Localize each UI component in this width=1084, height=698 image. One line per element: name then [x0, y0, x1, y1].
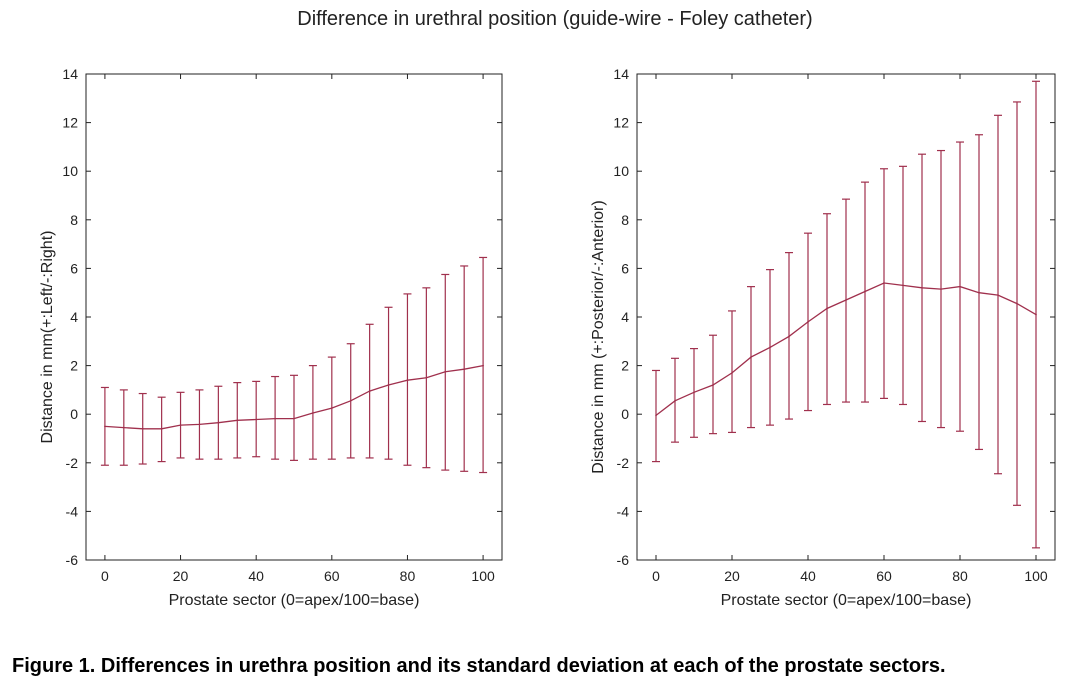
- data-point: [349, 400, 352, 402]
- data-point: [921, 287, 923, 289]
- data-point: [236, 419, 239, 422]
- data-point: [406, 379, 409, 381]
- data-point: [104, 425, 106, 428]
- x-tick-label: 60: [876, 568, 892, 584]
- y-tick-label: 6: [621, 260, 629, 276]
- x-tick-label: 80: [952, 568, 968, 584]
- data-point: [463, 368, 465, 371]
- data-point: [293, 417, 295, 420]
- data-point: [731, 372, 733, 374]
- data-point: [997, 294, 999, 296]
- y-tick-label: -6: [66, 552, 79, 568]
- data-point: [769, 346, 771, 349]
- y-tick-label: 8: [621, 212, 629, 228]
- y-tick-label: -4: [617, 503, 630, 519]
- data-point: [482, 364, 484, 367]
- data-point: [883, 282, 885, 284]
- y-tick-label: -2: [617, 455, 630, 471]
- y-tick-label: -4: [66, 503, 79, 519]
- x-tick-label: 100: [471, 568, 495, 584]
- data-point: [902, 284, 904, 287]
- data-point: [750, 356, 752, 358]
- y-tick-label: 12: [613, 115, 629, 131]
- chart-panel-2: 0 20 40 60 80 100 -6 -4 -2 0 2 4 6 8 10 12 14 Prostate se…: [590, 66, 1056, 609]
- data-point: [444, 370, 447, 373]
- data-point: [141, 427, 144, 430]
- figure-caption: Figure 1. Differences in urethra positio…: [12, 655, 946, 677]
- y-tick-label: 2: [621, 358, 629, 374]
- figure-suptitle: Difference in urethral position (guide-w…: [297, 8, 813, 30]
- data-point: [217, 421, 220, 424]
- y-tick-label: 12: [62, 115, 78, 131]
- y-tick-label: 4: [621, 309, 629, 325]
- y-tick-label: 14: [613, 66, 629, 82]
- data-point: [387, 384, 390, 386]
- data-point: [693, 391, 695, 394]
- y-tick-label: 2: [70, 358, 78, 374]
- y-tick-label: -6: [617, 552, 630, 568]
- y-tick-label: 14: [62, 66, 78, 82]
- data-point: [845, 299, 847, 301]
- data-point: [425, 376, 428, 379]
- y-tick-label: 6: [70, 260, 78, 276]
- x-tick-label: 40: [248, 568, 264, 584]
- data-point: [255, 418, 257, 421]
- data-point: [807, 321, 809, 323]
- data-point: [179, 424, 182, 426]
- data-point: [940, 288, 942, 290]
- plot-frame: [85, 73, 503, 561]
- data-point: [312, 412, 314, 414]
- data-point: [712, 384, 714, 386]
- y-tick-label: 8: [70, 212, 78, 228]
- x-tick-label: 60: [324, 568, 340, 584]
- x-tick-label: 20: [724, 568, 740, 584]
- y-tick-label: 0: [70, 406, 78, 422]
- data-point: [978, 291, 980, 294]
- data-point: [826, 307, 828, 310]
- x-tick-label: 80: [400, 568, 416, 584]
- x-tick-label: 20: [173, 568, 189, 584]
- data-point: [788, 335, 790, 338]
- data-point: [368, 390, 371, 392]
- y-tick-label: 10: [613, 163, 629, 179]
- y-axis-label: Distance in mm (+:Posterior/-:Anterior): [590, 200, 607, 473]
- data-point: [864, 290, 866, 293]
- y-tick-label: -2: [66, 455, 79, 471]
- x-axis-label: Prostate sector (0=apex/100=base): [169, 592, 420, 609]
- data-point: [655, 414, 657, 417]
- x-axis-label: Prostate sector (0=apex/100=base): [721, 592, 972, 609]
- data-point: [123, 426, 125, 429]
- y-tick-label: 10: [62, 163, 78, 179]
- data-point: [198, 423, 201, 426]
- data-point: [1035, 313, 1037, 316]
- data-point: [160, 427, 163, 430]
- data-point: [674, 400, 676, 402]
- data-point: [959, 285, 961, 288]
- data-point: [1016, 302, 1018, 305]
- y-tick-label: 4: [70, 309, 78, 325]
- data-point: [274, 417, 276, 420]
- y-tick-label: 0: [621, 406, 629, 422]
- data-point: [331, 407, 333, 409]
- x-tick-label: 0: [652, 568, 660, 584]
- y-axis-label: Distance in mm(+:Left/-:Right): [39, 231, 56, 444]
- x-tick-label: 40: [800, 568, 816, 584]
- x-tick-label: 100: [1024, 568, 1048, 584]
- chart-panel-1: 0 20 40 60 80 100 -6 -4 -2 0 2 4 6 8 10 12 14 Prostate se…: [39, 66, 503, 609]
- x-tick-label: 0: [101, 568, 109, 584]
